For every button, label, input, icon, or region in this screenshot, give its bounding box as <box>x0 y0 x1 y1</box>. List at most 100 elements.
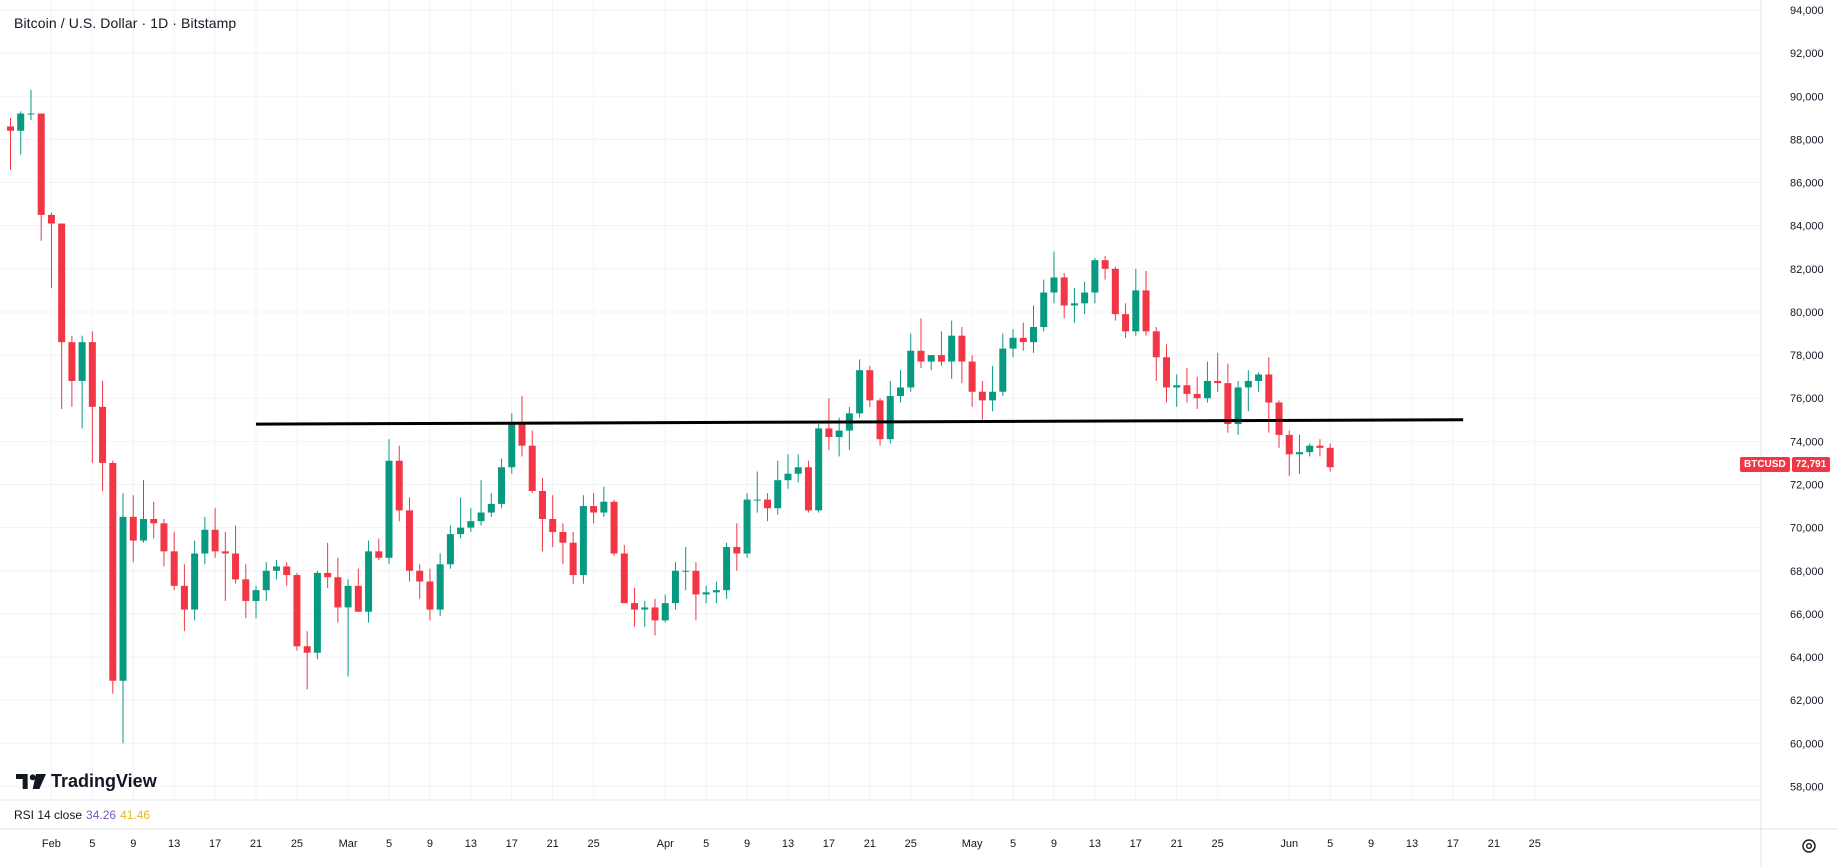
candle[interactable] <box>968 355 976 407</box>
candle[interactable] <box>518 396 526 457</box>
candle[interactable] <box>1019 322 1027 351</box>
candle[interactable] <box>88 331 96 463</box>
candle[interactable] <box>600 486 608 517</box>
candle[interactable] <box>1285 430 1293 476</box>
candle[interactable] <box>201 516 209 565</box>
candle[interactable] <box>692 562 700 621</box>
candle[interactable] <box>1142 270 1150 336</box>
candle[interactable] <box>1224 363 1232 433</box>
candle[interactable] <box>549 495 557 548</box>
candle[interactable] <box>958 327 966 384</box>
candle[interactable] <box>139 480 147 543</box>
candle[interactable] <box>1326 443 1334 472</box>
candle[interactable] <box>68 335 76 407</box>
candle[interactable] <box>1193 376 1201 409</box>
candle[interactable] <box>170 531 178 591</box>
candle[interactable] <box>180 564 188 632</box>
candle[interactable] <box>150 501 158 539</box>
candle[interactable] <box>1183 368 1191 403</box>
candle[interactable] <box>917 318 925 369</box>
candle[interactable] <box>426 568 434 621</box>
candle[interactable] <box>1111 266 1119 321</box>
candle[interactable] <box>1203 361 1211 403</box>
candle[interactable] <box>293 572 301 651</box>
candle[interactable] <box>272 559 280 580</box>
candle[interactable] <box>1040 279 1048 332</box>
candle[interactable] <box>1255 372 1263 392</box>
candle[interactable] <box>1132 268 1140 336</box>
candle[interactable] <box>436 553 444 617</box>
candle[interactable] <box>907 333 915 392</box>
candle[interactable] <box>753 471 761 513</box>
candle[interactable] <box>559 523 567 565</box>
candle[interactable] <box>989 365 997 412</box>
candle[interactable] <box>1152 327 1160 381</box>
tradingview-logo[interactable]: TradingView <box>16 771 157 792</box>
candle[interactable] <box>354 568 362 612</box>
candle[interactable] <box>498 458 506 509</box>
candle[interactable] <box>7 117 14 170</box>
candle[interactable] <box>845 406 853 450</box>
candle[interactable] <box>682 547 690 591</box>
candle[interactable] <box>866 365 874 407</box>
candle[interactable] <box>774 460 782 515</box>
candle[interactable] <box>211 508 219 558</box>
candle[interactable] <box>1316 439 1324 457</box>
candle[interactable] <box>1122 303 1130 338</box>
support-resistance-line[interactable] <box>256 418 1464 426</box>
candle[interactable] <box>109 460 117 694</box>
candle[interactable] <box>375 538 383 560</box>
candle[interactable] <box>1295 434 1303 474</box>
candle[interactable] <box>1306 443 1314 457</box>
symbol-title[interactable]: Bitcoin / U.S. Dollar · 1D · Bitstamp <box>14 15 237 31</box>
candle[interactable] <box>1060 273 1068 319</box>
candle[interactable] <box>569 531 577 584</box>
candle[interactable] <box>27 89 35 120</box>
candle[interactable] <box>1009 329 1017 358</box>
candle[interactable] <box>825 398 833 450</box>
candle[interactable] <box>538 478 546 552</box>
candle[interactable] <box>579 495 587 584</box>
gear-icon[interactable] <box>1801 838 1817 854</box>
candle[interactable] <box>303 631 311 690</box>
candle[interactable] <box>610 499 618 556</box>
candle[interactable] <box>784 454 792 489</box>
candle[interactable] <box>160 518 168 567</box>
candle[interactable] <box>446 525 454 569</box>
candle[interactable] <box>835 417 843 457</box>
candle[interactable] <box>324 542 332 589</box>
candle[interactable] <box>671 562 679 610</box>
candle[interactable] <box>78 335 86 429</box>
candle[interactable] <box>897 370 905 403</box>
candle[interactable] <box>764 493 772 522</box>
candle[interactable] <box>723 542 731 599</box>
candle[interactable] <box>416 564 424 599</box>
candle[interactable] <box>283 562 291 586</box>
candle[interactable] <box>1081 281 1089 315</box>
candle[interactable] <box>528 430 536 494</box>
candle[interactable] <box>37 113 45 241</box>
candle[interactable] <box>702 585 710 604</box>
candle[interactable] <box>1101 255 1109 280</box>
candle[interactable] <box>252 585 260 619</box>
candle[interactable] <box>191 540 199 621</box>
candle[interactable] <box>1162 344 1170 403</box>
candle[interactable] <box>99 380 107 491</box>
candle[interactable] <box>405 497 413 582</box>
candle[interactable] <box>590 493 598 524</box>
candle[interactable] <box>641 600 649 627</box>
candle[interactable] <box>477 480 485 526</box>
candle[interactable] <box>344 579 352 677</box>
candle[interactable] <box>631 588 639 627</box>
candle[interactable] <box>129 495 137 563</box>
candle[interactable] <box>313 570 321 660</box>
candle[interactable] <box>457 497 465 539</box>
candle[interactable] <box>385 439 393 565</box>
candle[interactable] <box>1030 305 1037 353</box>
candle[interactable] <box>733 523 741 571</box>
candle[interactable] <box>487 493 495 517</box>
candle[interactable] <box>1070 288 1078 323</box>
candle[interactable] <box>365 540 373 623</box>
candle[interactable] <box>856 359 864 418</box>
candle[interactable] <box>948 320 956 379</box>
